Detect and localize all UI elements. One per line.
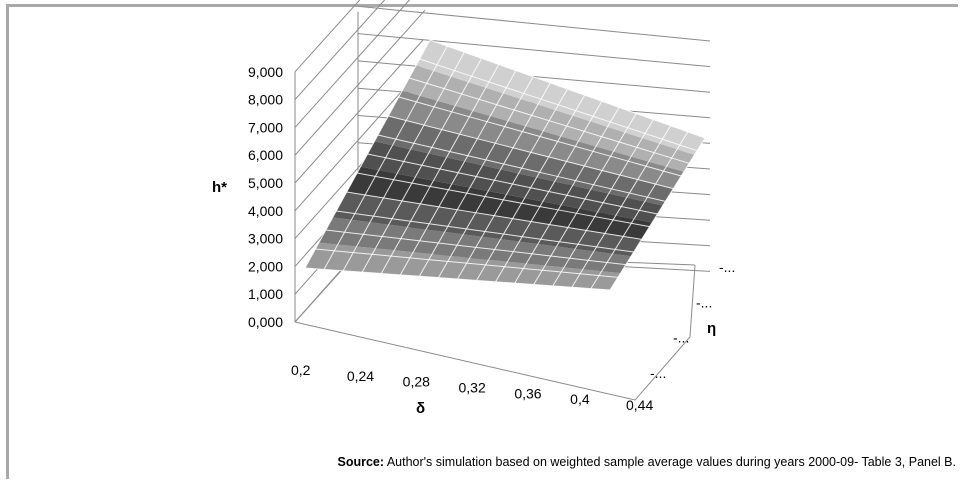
left-wall-gridline bbox=[294, 9, 426, 156]
left-wall-gridline bbox=[294, 0, 361, 73]
z-tick-label: 8,000 bbox=[248, 92, 283, 108]
surface-band bbox=[305, 242, 621, 290]
x-tick-label: 0,44 bbox=[626, 397, 653, 413]
surface-band bbox=[374, 116, 674, 206]
z-tick-label: 4,000 bbox=[248, 203, 283, 219]
y-tick-label: -... bbox=[650, 365, 666, 381]
floor-front-edge bbox=[294, 321, 691, 401]
surface-band bbox=[332, 192, 642, 257]
y-tick-label: -... bbox=[696, 294, 712, 310]
surface-gridline bbox=[367, 153, 658, 215]
x-tick-label: 0,24 bbox=[347, 368, 374, 384]
x-tick-label: 0,32 bbox=[459, 380, 486, 396]
surface-band bbox=[416, 40, 705, 155]
back-wall-gridline bbox=[357, 33, 711, 68]
z-tick-label: 9,000 bbox=[248, 64, 283, 80]
left-wall-gridline bbox=[294, 39, 424, 184]
z-tick-label: 1,000 bbox=[248, 286, 283, 302]
surface-band bbox=[402, 65, 695, 172]
x-tick-label: 0,36 bbox=[514, 385, 541, 401]
y-axis-tick-labels: -... -... -... -... bbox=[650, 259, 735, 381]
z-axis-tick-labels: 0,000 1,000 2,000 3,000 4,000 5,000 6,000 7,000… bbox=[248, 64, 283, 330]
surface-gridline bbox=[377, 134, 666, 202]
surface-chart: 0,000 1,000 2,000 3,000 4,000 5,000 6,000 7,000… bbox=[212, 0, 735, 417]
chart-frame bbox=[6, 4, 958, 479]
x-tick-label: 0,28 bbox=[403, 374, 430, 390]
z-tick-label: 3,000 bbox=[248, 231, 283, 247]
x-axis-title: δ bbox=[416, 400, 425, 417]
x-tick-label: 0,4 bbox=[570, 391, 590, 407]
surface-gridline bbox=[398, 96, 682, 177]
surface-gridline bbox=[304, 267, 611, 291]
source-text: Author's simulation based on weighted sa… bbox=[384, 455, 956, 469]
z-axis-title: h* bbox=[212, 179, 227, 196]
z-tick-label: 2,000 bbox=[248, 258, 283, 274]
y-tick-label: -... bbox=[719, 259, 735, 275]
surface-gridline bbox=[346, 191, 642, 240]
surface-gridline bbox=[325, 229, 626, 266]
y-tick-label: -... bbox=[673, 330, 689, 346]
surface-band bbox=[360, 141, 663, 223]
surface-plot bbox=[304, 39, 706, 291]
surface-gridline bbox=[419, 58, 698, 152]
y-axis-title: η bbox=[707, 320, 716, 337]
x-axis-tick-labels: 0,2 0,24 0,28 0,32 0,36 0,4 0,44 bbox=[291, 362, 653, 413]
floor-right-edge bbox=[689, 264, 696, 338]
surface-gridline bbox=[429, 39, 706, 139]
z-tick-label: 6,000 bbox=[248, 147, 283, 163]
z-tick-label: 5,000 bbox=[248, 175, 283, 191]
surface-gridline bbox=[409, 77, 690, 164]
z-tick-label: 0,000 bbox=[248, 314, 283, 330]
left-wall-gridline bbox=[294, 0, 411, 128]
source-label: Source: bbox=[337, 455, 385, 469]
x-tick-label: 0,2 bbox=[291, 362, 311, 378]
surface-gridline bbox=[388, 115, 674, 190]
surface-gridline bbox=[356, 172, 650, 228]
source-note: Source: Author's simulation based on wei… bbox=[0, 455, 956, 469]
left-wall-gridline bbox=[294, 0, 386, 100]
surface-gridline bbox=[315, 248, 618, 278]
back-wall-gridline bbox=[357, 5, 711, 42]
surface-band bbox=[318, 217, 632, 274]
surface-gridline bbox=[336, 210, 634, 253]
z-tick-label: 7,000 bbox=[248, 119, 283, 135]
